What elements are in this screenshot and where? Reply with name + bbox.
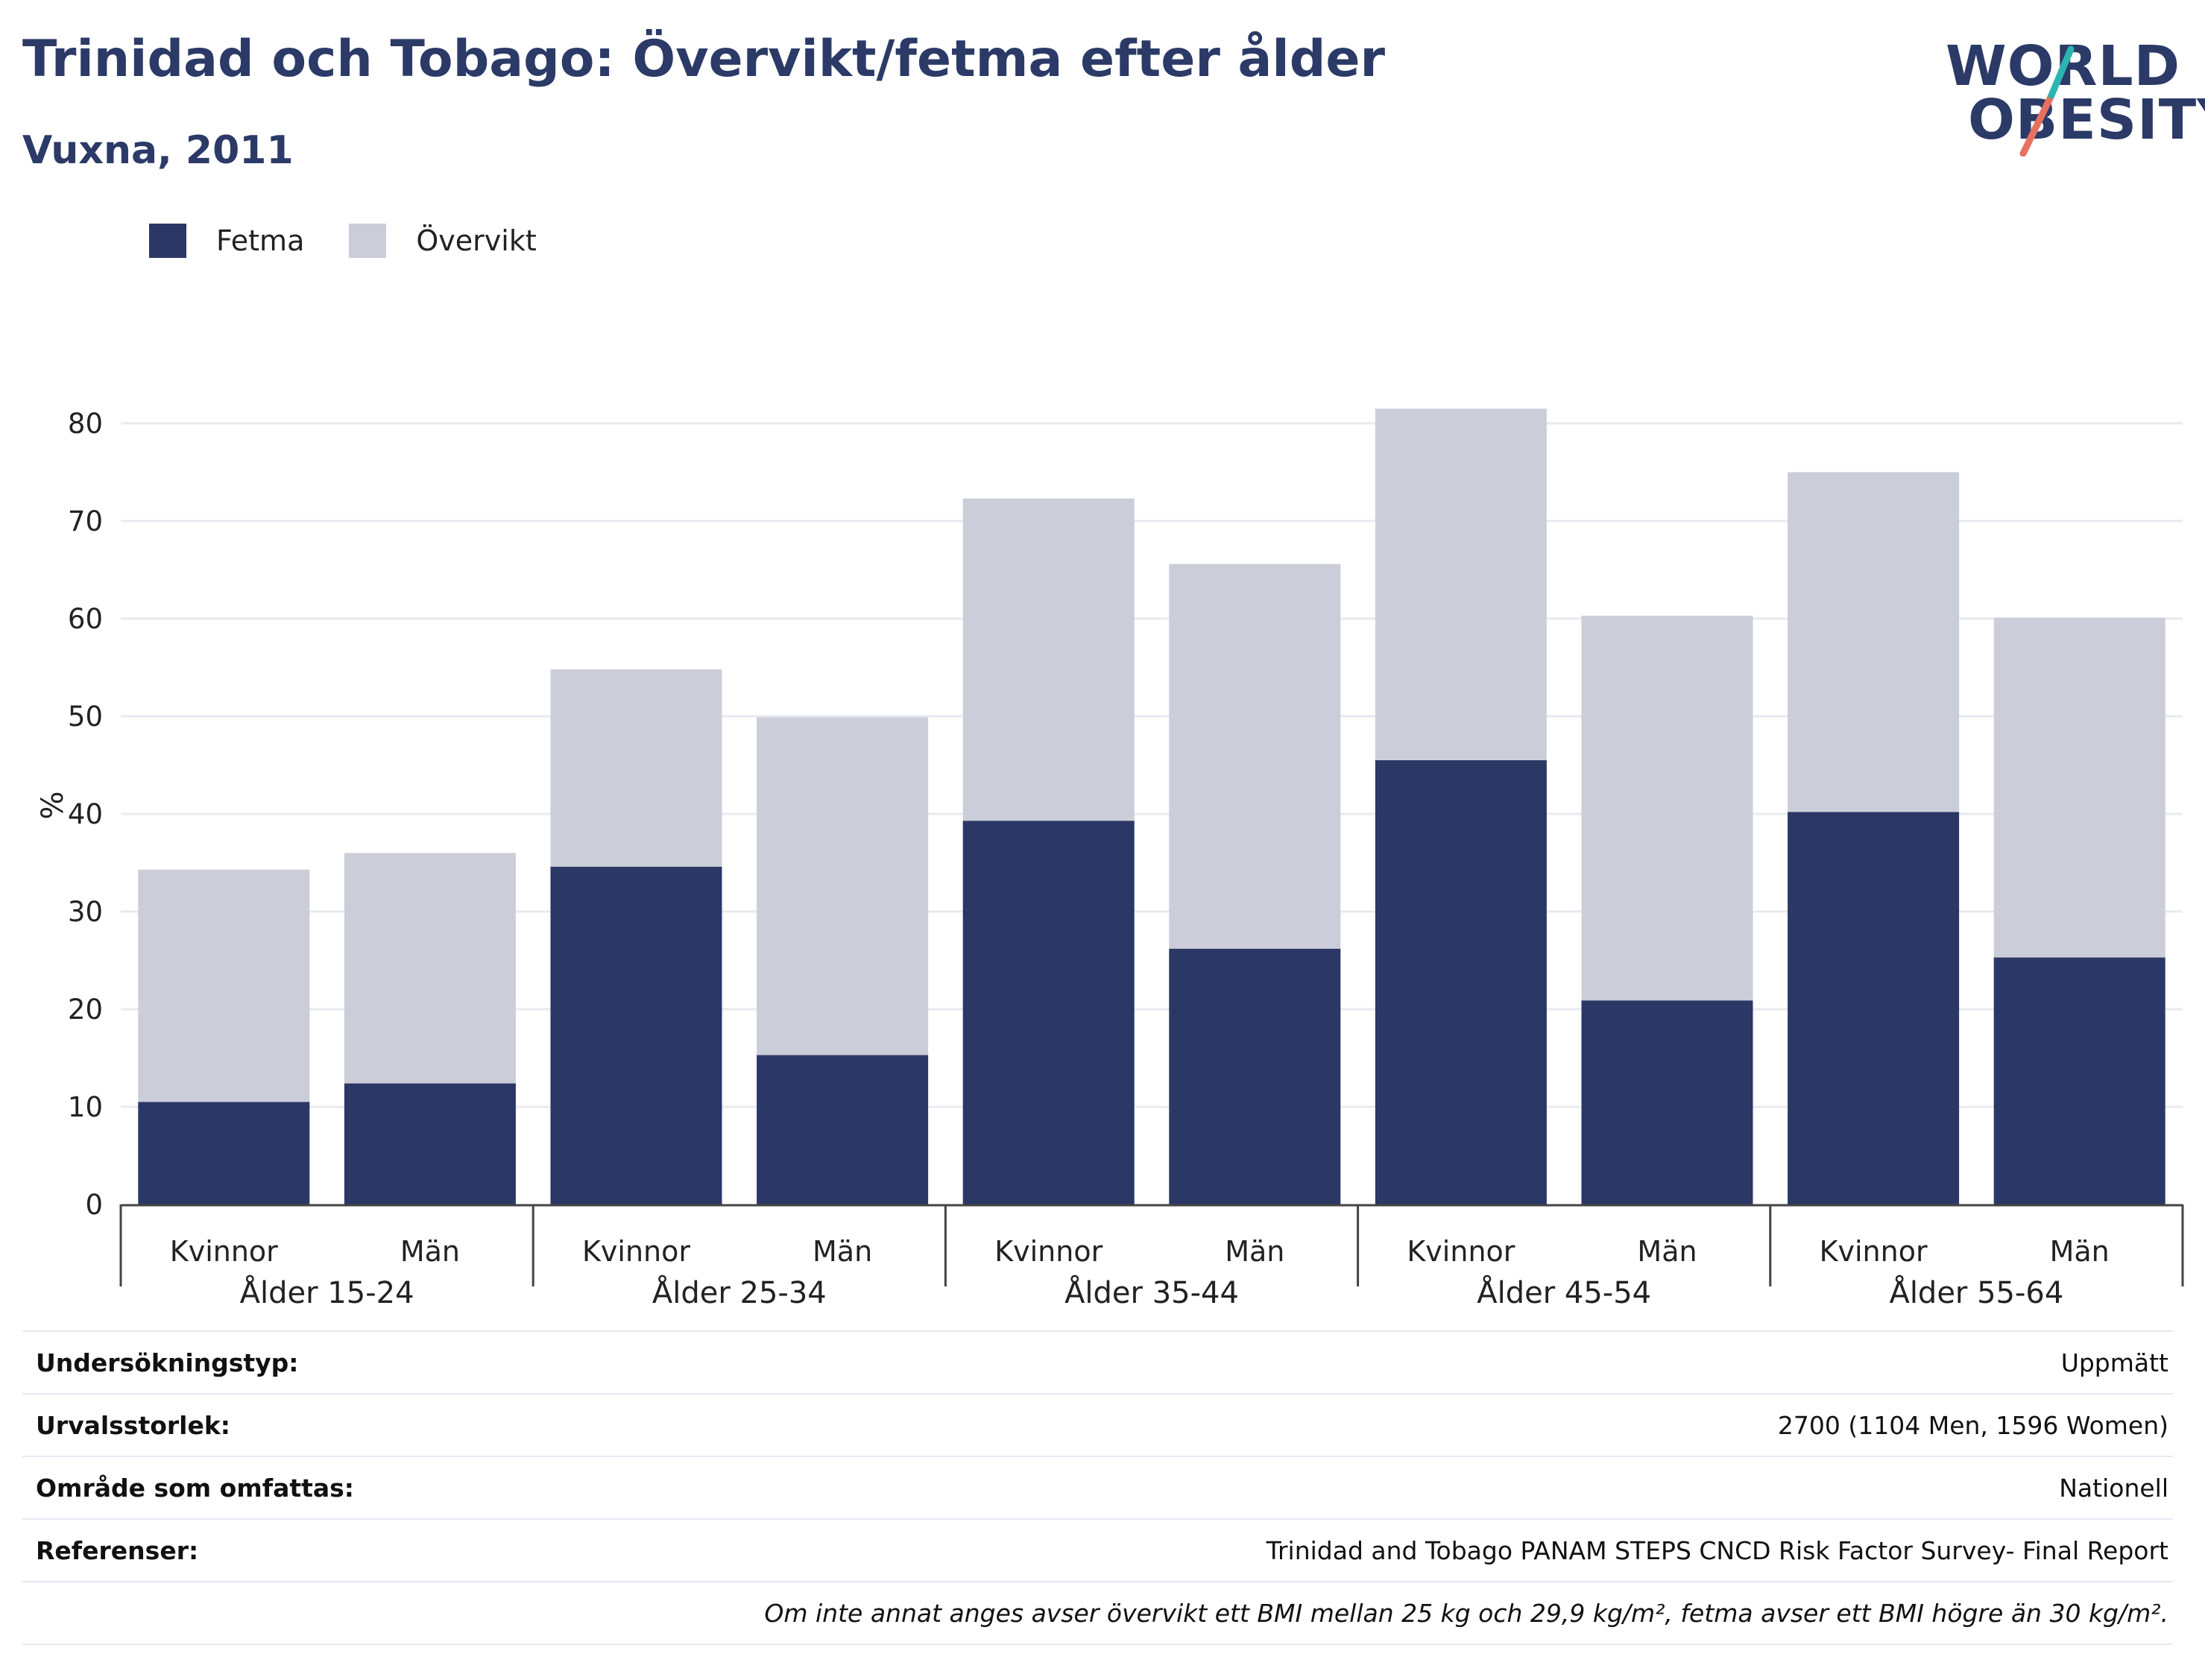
y-tick-label: 50 [68, 701, 103, 733]
bar-segment-overvikt [1375, 408, 1547, 760]
legend-item-fetma[interactable]: Fetma [149, 224, 304, 258]
info-row-sample-size: Urvalsstorlek: 2700 (1104 Men, 1596 Wome… [22, 1393, 2173, 1456]
x-category-label: Män [1637, 1235, 1697, 1268]
world-obesity-logo: WORLD OBESITY [1946, 22, 2205, 157]
y-tick-label: 0 [85, 1189, 103, 1221]
x-group-label: Ålder 35-44 [1064, 1275, 1239, 1310]
info-label: Område som omfattas: [36, 1473, 355, 1503]
x-category-label: Kvinnor [1820, 1235, 1928, 1268]
y-tick-label: 80 [68, 408, 103, 440]
info-value: Trinidad and Tobago PANAM STEPS CNCD Ris… [1266, 1535, 2168, 1565]
info-row-references: Referenser: Trinidad and Tobago PANAM ST… [22, 1518, 2173, 1581]
x-category-label: Kvinnor [582, 1235, 690, 1268]
bar-segment-fetma [1993, 957, 2165, 1204]
info-label: Undersökningstyp: [36, 1348, 299, 1377]
chart-title: Trinidad och Tobago: Övervikt/fetma efte… [22, 30, 1386, 89]
bar-segment-fetma [550, 866, 722, 1204]
legend-swatch-fetma [149, 224, 186, 258]
info-label: Referenser: [36, 1535, 199, 1565]
bar-segment-overvikt [1581, 616, 1753, 1001]
bar-segment-overvikt [550, 669, 722, 867]
info-value: 2700 (1104 Men, 1596 Women) [1777, 1410, 2168, 1440]
chart-legend: Fetma Övervikt [149, 222, 581, 259]
y-tick-label: 20 [68, 994, 103, 1026]
x-group-label: Ålder 15-24 [240, 1275, 414, 1310]
y-axis-title: % [36, 791, 70, 819]
legend-item-overvikt[interactable]: Övervikt [349, 224, 537, 258]
bar-segment-overvikt [138, 869, 310, 1102]
bar-segment-fetma [962, 821, 1135, 1204]
y-tick-label: 60 [68, 603, 103, 635]
x-category-label: Kvinnor [170, 1235, 278, 1268]
x-group-label: Ålder 25-34 [652, 1275, 827, 1310]
bar-segment-overvikt [344, 853, 516, 1084]
bar-segment-fetma [1169, 948, 1341, 1204]
bar-segment-overvikt [1169, 563, 1341, 949]
bmi-definition-note: Om inte annat anges avser övervikt ett B… [764, 1598, 2168, 1628]
bar-segment-overvikt [1788, 472, 1960, 812]
y-tick-label: 10 [68, 1091, 103, 1123]
info-row-note: Om inte annat anges avser övervikt ett B… [22, 1581, 2173, 1645]
bar-segment-overvikt [962, 498, 1135, 821]
y-tick-label: 30 [68, 896, 103, 928]
x-category-label: Män [400, 1235, 460, 1268]
legend-label-overvikt: Övervikt [416, 224, 537, 257]
chart-subtitle: Vuxna, 2011 [22, 128, 294, 173]
x-category-label: Kvinnor [994, 1235, 1102, 1268]
x-group-label: Ålder 55-64 [1889, 1275, 2063, 1310]
bar-segment-overvikt [757, 717, 929, 1055]
x-category-label: Kvinnor [1407, 1235, 1515, 1268]
y-tick-label: 70 [68, 505, 103, 537]
bar-segment-overvikt [1993, 617, 2165, 958]
legend-swatch-overvikt [349, 224, 387, 258]
info-value: Uppmätt [2060, 1348, 2168, 1377]
x-group-label: Ålder 45-54 [1477, 1275, 1651, 1310]
x-category-label: Män [2050, 1235, 2110, 1268]
y-tick-label: 40 [68, 798, 103, 830]
x-category-label: Män [813, 1235, 872, 1268]
legend-label-fetma: Fetma [216, 224, 305, 257]
info-label: Urvalsstorlek: [36, 1410, 231, 1440]
bar-segment-fetma [344, 1083, 516, 1204]
survey-info-table: Undersökningstyp: Uppmätt Urvalsstorlek:… [22, 1330, 2173, 1645]
info-row-survey-type: Undersökningstyp: Uppmätt [22, 1330, 2173, 1393]
bar-segment-fetma [757, 1055, 929, 1204]
logo-slash-icon [2019, 45, 2075, 157]
stacked-bar-chart: 0 10 20 30 40 50 60 70 80% Kvinnor Män Kvinnor Män Kv… [36, 408, 2184, 1310]
bar-segment-fetma [1375, 760, 1547, 1204]
info-row-coverage: Område som omfattas: Nationell [22, 1456, 2173, 1518]
info-value: Nationell [2059, 1473, 2168, 1503]
x-category-label: Män [1225, 1235, 1284, 1268]
bar-segment-fetma [1788, 812, 1960, 1204]
logo-line-2: OBESITY [1968, 88, 2205, 152]
bar-segment-fetma [138, 1102, 310, 1204]
bar-segment-fetma [1581, 1000, 1753, 1204]
